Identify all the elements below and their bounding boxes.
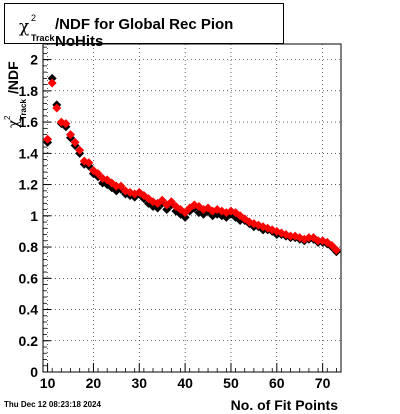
title-superscript: 2 <box>31 13 37 23</box>
data-point-red <box>304 233 314 243</box>
data-point-red <box>70 137 80 147</box>
data-point-red <box>75 145 85 155</box>
data-point-red <box>157 195 167 205</box>
data-point-red <box>286 231 296 241</box>
data-point-red <box>43 134 53 144</box>
data-point-red <box>111 181 121 191</box>
y-tick-label: 1.8 <box>19 83 39 99</box>
data-point-red <box>327 240 337 250</box>
y-tick-label: 0.8 <box>19 239 39 255</box>
data-point-red <box>93 169 103 179</box>
x-tick-label: 50 <box>223 375 239 391</box>
data-point-red <box>47 78 57 88</box>
y-tick-label: 1.4 <box>19 145 39 161</box>
x-tick-label: 40 <box>177 375 193 391</box>
y-tick-label: 2 <box>30 52 38 68</box>
chart-title-box: χ 2 Track /NDF for Global Rec Pion NoHit… <box>4 3 284 50</box>
data-point-red <box>66 130 76 140</box>
title-chi-symbol: χ <box>19 17 30 37</box>
data-point-red <box>331 245 341 255</box>
data-point-black <box>47 73 57 83</box>
data-point-red <box>61 119 71 129</box>
data-point-black <box>180 212 190 222</box>
data-point-black <box>162 205 172 215</box>
title-subscript: Track <box>31 33 55 43</box>
x-tick-label: 70 <box>315 375 331 391</box>
y-axis-label: χ 2 Track /NDF <box>3 61 28 128</box>
x-tick-label: 30 <box>131 375 147 391</box>
data-point-red <box>180 208 190 218</box>
y-tick-label: 1 <box>30 208 38 224</box>
y-axis-label-text: /NDF <box>5 61 21 94</box>
data-points <box>43 73 341 257</box>
x-tick-label: 20 <box>86 375 102 391</box>
data-point-red <box>166 197 176 207</box>
x-tick-label: 60 <box>269 375 285 391</box>
y-tick-label: 0.6 <box>19 270 39 286</box>
x-axis-label: No. of Fit Points <box>230 397 338 413</box>
y-axis-ticks: 0 0.2 0.4 0.6 0.8 1 1.2 1.4 1.6 1.8 2 <box>19 46 51 380</box>
y-axis-label-symbol: χ <box>6 119 22 128</box>
chart-title: /NDF for Global Rec Pion NoHits <box>55 16 234 50</box>
x-tick-label: 10 <box>40 375 56 391</box>
data-point-red <box>52 103 62 113</box>
timestamp: Thu Dec 12 08:23:18 2024 <box>4 400 101 409</box>
x-axis-ticks: 10 20 30 40 50 60 70 <box>40 363 337 391</box>
y-tick-label: 1.6 <box>19 114 39 130</box>
data-point-black <box>153 203 163 213</box>
y-tick-label: 1.2 <box>19 177 39 193</box>
y-tick-label: 0 <box>30 364 38 380</box>
y-axis-label-sub: Track <box>19 99 28 120</box>
y-axis-label-sup: 2 <box>3 115 12 120</box>
y-tick-label: 0.4 <box>19 302 39 318</box>
data-point-red <box>313 236 323 246</box>
y-tick-label: 0.2 <box>19 333 39 349</box>
data-point-red <box>84 158 94 168</box>
data-point-red <box>116 181 126 191</box>
